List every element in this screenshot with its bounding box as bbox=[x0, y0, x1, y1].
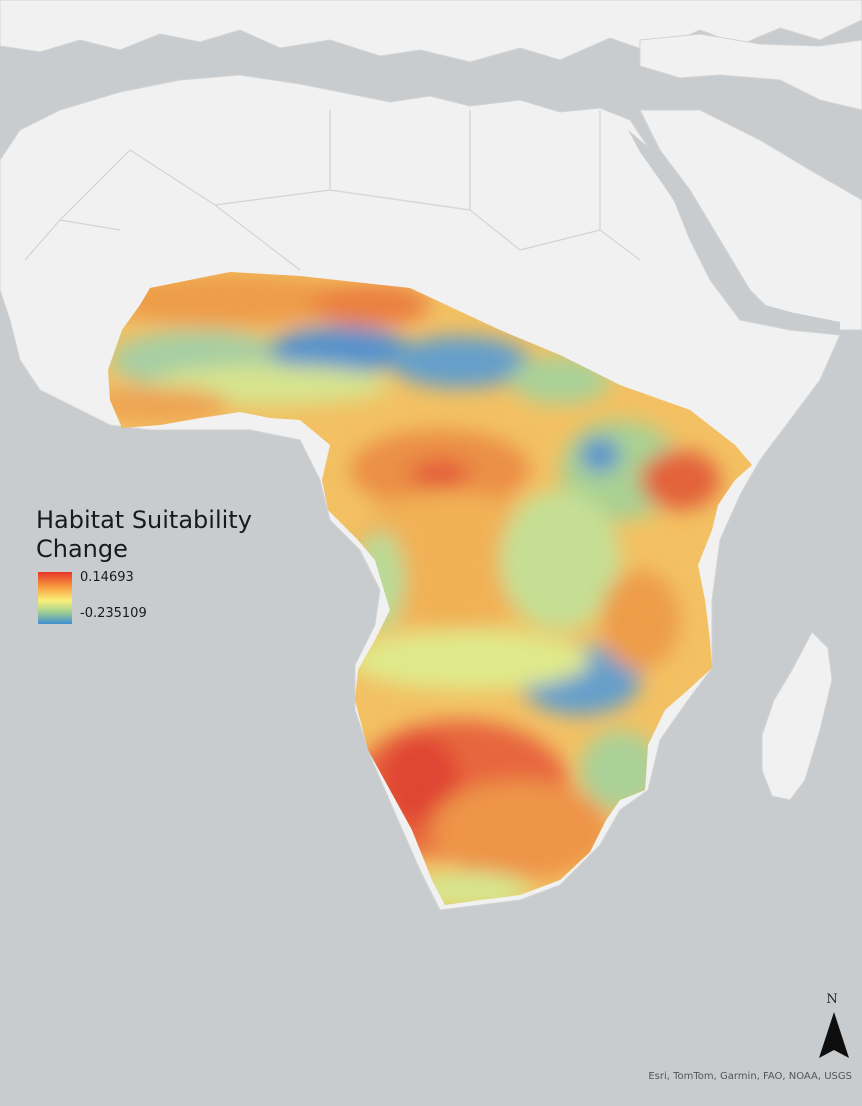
legend-min-label: -0.235109 bbox=[80, 606, 147, 621]
arabia-landmass bbox=[639, 109, 862, 331]
legend-color-ramp-row: 0.14693 -0.235109 bbox=[36, 570, 252, 626]
legend-title: Habitat Suitability Change bbox=[36, 506, 252, 564]
legend-title-line1: Habitat Suitability bbox=[36, 506, 252, 534]
north-label: N bbox=[826, 992, 838, 1007]
legend-max-label: 0.14693 bbox=[80, 570, 134, 585]
red-sea bbox=[628, 130, 745, 295]
map-attribution: Esri, TomTom, Garmin, FAO, NOAA, USGS bbox=[648, 1071, 852, 1082]
north-arrow: N bbox=[818, 992, 852, 1060]
madagascar-landmass bbox=[761, 631, 833, 801]
legend-title-line2: Change bbox=[36, 535, 128, 563]
country-boundaries bbox=[24, 110, 641, 271]
north-arrow-icon bbox=[819, 1012, 849, 1058]
persian-gulf bbox=[805, 110, 862, 195]
legend: Habitat Suitability Change 0.14693 -0.23… bbox=[36, 506, 252, 626]
gulf-of-aden bbox=[748, 300, 840, 332]
legend-color-ramp bbox=[38, 572, 72, 624]
anatolia-landmass bbox=[639, 33, 862, 111]
